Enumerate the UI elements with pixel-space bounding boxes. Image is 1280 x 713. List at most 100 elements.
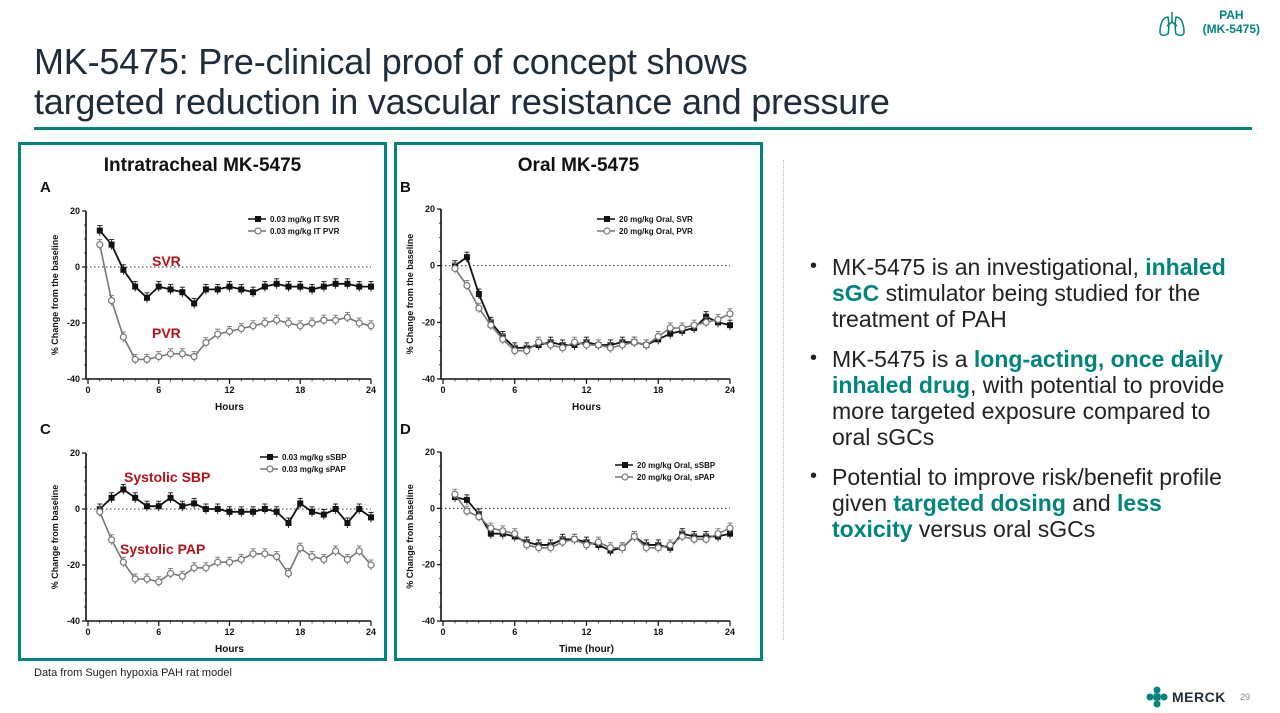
data-point [155, 578, 163, 586]
data-point [570, 535, 579, 543]
data-point [678, 324, 686, 332]
legend-marker [266, 465, 274, 473]
data-point [558, 344, 567, 352]
legend-label: 0.03 mg/kg IT SVR [270, 215, 340, 224]
data-point [238, 286, 245, 293]
data-point [367, 561, 375, 569]
data-point [261, 283, 268, 290]
legend-marker [603, 227, 611, 235]
data-point [630, 532, 638, 541]
data-point [107, 297, 116, 305]
data-point [155, 353, 163, 361]
legend-marker [622, 462, 628, 468]
y-tick-label: 20 [70, 448, 80, 458]
data-point [250, 289, 257, 296]
badge-line-2: (MK-5475) [1202, 22, 1260, 36]
bullet-highlight: less toxicity [832, 490, 1162, 542]
data-point [143, 294, 150, 301]
data-point [214, 330, 222, 338]
y-tick-label: -40 [67, 374, 80, 384]
data-point [654, 544, 662, 552]
data-point [131, 355, 139, 363]
x-tick-label: 12 [581, 627, 591, 637]
data-point [666, 324, 674, 332]
data-point [225, 327, 234, 335]
data-point [132, 283, 139, 290]
oral-panel: Oral MK-5475 [394, 142, 763, 661]
oral-panel-title: Oral MK-5475 [517, 155, 640, 176]
data-point [119, 333, 127, 341]
data-point [108, 494, 115, 501]
data-point [367, 322, 375, 330]
chart-annotation: Systolic SBP [124, 469, 210, 485]
bullet-text: versus oral sGCs [912, 516, 1096, 542]
data-point [297, 283, 304, 290]
data-point [558, 538, 567, 546]
data-point [332, 506, 339, 512]
data-point [155, 503, 162, 510]
y-tick-label: 20 [425, 447, 435, 457]
indication-badge: PAH (MK-5475) [1203, 8, 1260, 36]
data-point [475, 513, 483, 521]
data-point [523, 347, 531, 355]
data-point [226, 508, 233, 515]
series-line-2 [454, 493, 731, 549]
data-point [475, 304, 483, 312]
data-point [166, 569, 175, 578]
data-point [606, 544, 615, 552]
data-point [238, 508, 245, 515]
badge-line-1: PAH [1219, 8, 1244, 22]
bullet-highlight: inhaled sGC [832, 254, 1226, 306]
y-tick-label: -20 [422, 560, 435, 570]
bullet-item: • Potential to improve risk/benefit profi… [808, 464, 1248, 542]
data-point [167, 286, 174, 293]
data-point [463, 254, 470, 261]
bullet-dot: • [810, 255, 818, 277]
data-point [285, 283, 292, 290]
data-point [356, 506, 363, 512]
chart-annotation: Systolic PAP [120, 541, 205, 557]
chart-a: A -40 -20 0 20 0 6 12 18 24 Hours % Change from the… [40, 179, 376, 413]
x-tick-label: 24 [725, 627, 735, 637]
legend-label: 20 mg/kg Oral, sSBP [637, 461, 716, 470]
data-point [714, 530, 722, 538]
data-point [523, 541, 531, 549]
charts-canvas: A -40 -20 0 20 0 6 12 18 24 Hours % Change from the… [40, 179, 735, 655]
x-tick-label: 12 [224, 627, 234, 637]
data-point [190, 353, 198, 361]
data-point [582, 541, 591, 549]
y-tick-label: 0 [430, 261, 435, 271]
data-point [179, 289, 186, 296]
data-point [143, 355, 151, 363]
data-point [191, 300, 198, 307]
bullet-text: Potential to improve risk/benefit profil… [832, 464, 1222, 516]
data-point [343, 555, 352, 564]
title-line-1: MK-5475: Pre-clinical proof of concept s… [34, 41, 748, 82]
data-point [320, 316, 328, 324]
data-point [225, 558, 234, 566]
data-point [178, 350, 186, 358]
panel-letter: D [400, 421, 411, 438]
y-tick-label: 0 [430, 503, 435, 513]
title-underline [34, 127, 1252, 130]
data-point [308, 319, 316, 327]
panel-letter: A [40, 179, 51, 196]
slide-title: MK-5475: Pre-clinical proof of concept s… [34, 42, 890, 122]
chart-d: D -40 -20 0 20 0 6 12 18 24 Time (hour) % Change fr… [400, 421, 735, 655]
data-point [284, 319, 293, 327]
legend-label: 0.03 mg/kg sPAP [282, 465, 347, 474]
data-point [690, 535, 698, 543]
data-point [202, 506, 209, 512]
data-point [249, 322, 257, 330]
x-tick-label: 18 [653, 627, 663, 637]
data-point [594, 538, 603, 546]
data-point [535, 338, 543, 346]
data-point [642, 544, 650, 552]
data-point [451, 264, 459, 273]
data-point [179, 503, 186, 510]
legend-label: 0.03 mg/kg IT PVR [270, 227, 340, 236]
y-axis-label: % Change from baseline [50, 485, 60, 590]
x-tick-label: 6 [156, 627, 161, 637]
data-point [535, 544, 543, 552]
y-tick-label: -40 [422, 616, 435, 626]
